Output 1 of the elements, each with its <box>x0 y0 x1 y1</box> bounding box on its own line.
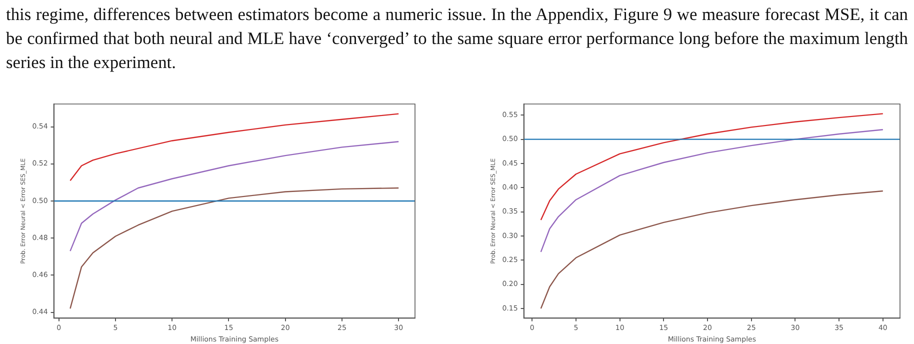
text: this regime, differences between estimators become a numeric issue. In the Appendix, Figure 9 we measure forecast MSE, it can be confirmed that both neural and MLE have ‘converged’ to the same square error performance long before the maximum length series in the experiment. <box>6 3 908 74</box>
